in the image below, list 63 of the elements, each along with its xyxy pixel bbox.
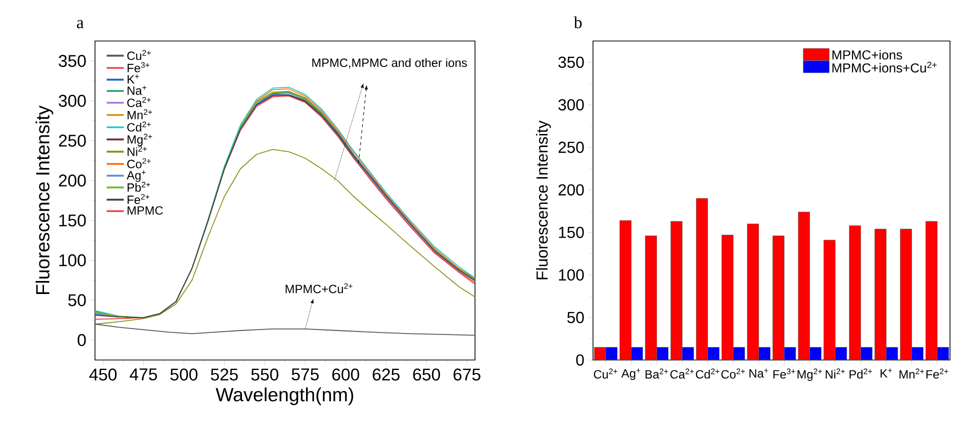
x-tick-label: 500 bbox=[170, 368, 198, 381]
legend-label: Fe$^{2+}$ bbox=[128, 194, 150, 204]
x-tick-label: 525 bbox=[210, 368, 238, 381]
annotation: MPMC+Cu$^{2+}$ bbox=[286, 283, 352, 294]
y-tick-label: 100 bbox=[559, 269, 584, 281]
y-tick-label: 100 bbox=[59, 254, 86, 266]
y-tick-label: 350 bbox=[558, 56, 584, 68]
legend-label: Cu$^{2+}$ bbox=[127, 50, 151, 60]
x-tick-label: 675 bbox=[454, 368, 480, 381]
legend-label: Ca$^{2+}$ bbox=[127, 97, 151, 108]
legend-label: Fe$^{3+}$ bbox=[128, 62, 150, 72]
chart-title: a bbox=[76, 20, 84, 28]
annotation: MPMC,MPMC and other ions bbox=[312, 58, 467, 68]
x-tick-label: Cu$^{2+}$ bbox=[594, 368, 618, 379]
x-tick-label: 600 bbox=[332, 368, 360, 381]
x-tick-label: Cd$^{2+}$ bbox=[696, 368, 720, 379]
x-tick-label: Na$^{+}$ bbox=[749, 368, 768, 378]
legend-label: Na$^{+}$ bbox=[128, 86, 146, 95]
x-tick-label: 650 bbox=[413, 368, 440, 381]
legend-label: MPMC+ions+Cu$^{2+}$ bbox=[832, 62, 937, 73]
legend-label: Ni$^{2+}$ bbox=[128, 146, 147, 156]
y-tick-label: 250 bbox=[58, 134, 86, 147]
y-tick-label: 200 bbox=[58, 174, 86, 187]
y-tick-label: 0 bbox=[576, 354, 584, 366]
y-tick-label: 0 bbox=[78, 334, 86, 346]
x-tick-label: 575 bbox=[292, 368, 319, 380]
legend-label: Cd$^{2+}$ bbox=[127, 122, 151, 132]
x-tick-label: 625 bbox=[372, 368, 400, 381]
x-tick-label: 550 bbox=[251, 368, 278, 381]
y-tick-label: 250 bbox=[558, 142, 584, 153]
legend-label: MPMC bbox=[128, 206, 163, 215]
x-tick-label: K$^{+}$ bbox=[880, 368, 892, 378]
legend-label: K$^{+}$ bbox=[128, 74, 139, 84]
y-axis-title: Fluorescence Intensity bbox=[36, 106, 54, 294]
x-axis-title: Wavelength(nm) bbox=[216, 387, 354, 406]
legend-label: Pb$^{2+}$ bbox=[128, 182, 150, 192]
x-tick-label: Ni$^{2+}$ bbox=[826, 368, 845, 378]
y-tick-label: 50 bbox=[567, 312, 584, 324]
x-tick-label: Fe$^{3+}$ bbox=[773, 368, 796, 379]
x-tick-label: Pd$^{2+}$ bbox=[850, 368, 872, 379]
y-tick-label: 150 bbox=[59, 214, 86, 226]
x-tick-label: 450 bbox=[89, 368, 117, 381]
y-tick-label: 150 bbox=[559, 226, 584, 238]
y-tick-label: 350 bbox=[58, 54, 86, 67]
legend-label: MPMC+ions bbox=[832, 50, 902, 60]
x-tick-label: 475 bbox=[130, 368, 157, 380]
x-tick-label: Mg$^{2+}$ bbox=[798, 368, 822, 381]
y-axis-title: Fluorescence Intensity bbox=[536, 120, 551, 280]
y-tick-label: 300 bbox=[58, 94, 86, 107]
x-tick-label: Co$^{2+}$ bbox=[721, 368, 745, 379]
x-tick-label: Ag$^{+}$ bbox=[621, 368, 640, 380]
x-tick-label: Ca$^{2+}$ bbox=[670, 368, 694, 379]
x-tick-label: Fe$^{2+}$ bbox=[926, 368, 948, 379]
legend-label: Mg$^{2+}$ bbox=[128, 134, 152, 146]
legend-label: Mn$^{2+}$ bbox=[128, 109, 152, 120]
y-tick-label: 50 bbox=[68, 294, 86, 306]
y-tick-label: 200 bbox=[558, 184, 584, 196]
x-tick-label: Mn$^{2+}$ bbox=[900, 368, 924, 378]
legend-label: Ag$^{+}$ bbox=[126, 170, 146, 182]
y-tick-label: 300 bbox=[558, 99, 584, 110]
legend-label: Co$^{2+}$ bbox=[127, 158, 151, 168]
chart-title: b bbox=[574, 16, 582, 28]
x-tick-label: Ba$^{2+}$ bbox=[646, 368, 668, 379]
